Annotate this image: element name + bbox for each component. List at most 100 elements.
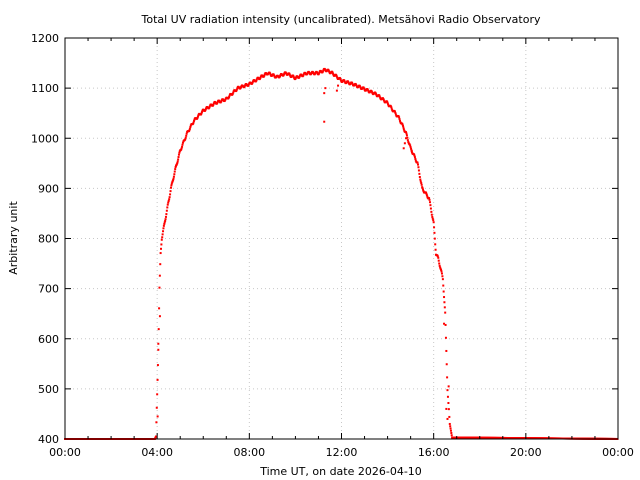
data-point xyxy=(208,106,211,109)
data-point xyxy=(247,83,250,86)
data-point xyxy=(155,435,158,438)
data-point xyxy=(240,86,243,89)
outlier-point xyxy=(445,407,448,410)
x-tick-label: 20:00 xyxy=(510,446,542,459)
x-tick-label: 16:00 xyxy=(418,446,450,459)
data-point xyxy=(339,77,342,80)
data-point xyxy=(156,378,159,381)
data-point xyxy=(442,290,445,293)
data-point xyxy=(164,219,167,222)
outlier-point xyxy=(446,417,449,420)
data-point xyxy=(432,221,435,224)
data-point xyxy=(378,95,381,98)
data-point xyxy=(374,92,377,95)
data-point xyxy=(418,175,421,178)
data-point xyxy=(172,177,175,180)
data-point xyxy=(164,215,167,218)
data-point xyxy=(434,243,437,246)
data-point xyxy=(339,78,342,81)
data-point xyxy=(402,126,405,129)
data-point xyxy=(235,89,238,92)
data-point xyxy=(331,71,334,74)
data-point xyxy=(155,406,158,409)
data-point xyxy=(156,364,159,367)
data-point xyxy=(204,108,207,111)
outlier-point xyxy=(335,89,338,92)
data-point xyxy=(340,79,343,82)
data-point xyxy=(263,74,266,77)
y-tick-label: 1000 xyxy=(31,132,59,145)
data-point xyxy=(446,376,449,379)
data-point xyxy=(428,198,431,201)
data-point xyxy=(302,74,305,77)
data-point xyxy=(283,73,286,76)
data-point xyxy=(439,267,442,270)
data-point xyxy=(398,118,401,121)
y-tick-label: 700 xyxy=(38,283,59,296)
data-point xyxy=(440,270,443,273)
data-point xyxy=(441,278,444,281)
data-point xyxy=(169,186,172,189)
data-point xyxy=(255,79,258,82)
data-point xyxy=(432,219,435,222)
data-point xyxy=(171,180,174,183)
data-point xyxy=(178,151,181,154)
data-point xyxy=(335,75,338,78)
data-point xyxy=(402,128,405,131)
data-point xyxy=(394,111,397,114)
data-point xyxy=(292,75,295,78)
data-point xyxy=(343,80,346,83)
data-point xyxy=(394,113,397,116)
data-point xyxy=(443,306,446,309)
data-point xyxy=(447,408,450,411)
data-point xyxy=(175,163,178,166)
data-point xyxy=(185,134,188,137)
data-point xyxy=(420,182,423,185)
data-point xyxy=(351,82,354,85)
data-point xyxy=(433,226,436,229)
data-point xyxy=(425,194,428,197)
data-point xyxy=(216,101,219,104)
data-point xyxy=(212,103,215,106)
data-point xyxy=(446,395,449,398)
data-point xyxy=(159,263,162,266)
data-point xyxy=(189,124,192,127)
data-point xyxy=(429,204,432,207)
data-point xyxy=(321,70,324,73)
data-point xyxy=(167,201,170,204)
data-point xyxy=(397,115,400,118)
data-point xyxy=(158,286,161,289)
data-point xyxy=(413,156,416,159)
data-point xyxy=(417,166,420,169)
data-point xyxy=(449,425,452,428)
outlier-point xyxy=(323,120,326,123)
outlier-point xyxy=(405,137,408,140)
data-point xyxy=(389,105,392,108)
data-point xyxy=(189,126,192,129)
data-point xyxy=(181,145,184,148)
data-point xyxy=(228,96,231,99)
data-point xyxy=(162,230,165,233)
data-point xyxy=(425,192,428,195)
data-point xyxy=(436,255,439,258)
data-point xyxy=(414,157,417,160)
outlier-point xyxy=(157,342,160,345)
data-point xyxy=(429,207,432,210)
data-point xyxy=(347,81,350,84)
data-point xyxy=(176,160,179,163)
data-point xyxy=(445,349,448,352)
data-point xyxy=(181,141,184,144)
data-point xyxy=(332,73,335,76)
data-point xyxy=(327,69,330,72)
data-point xyxy=(410,147,413,150)
outlier-point xyxy=(403,142,406,145)
data-point xyxy=(170,182,173,185)
data-point xyxy=(405,132,408,135)
outlier-point xyxy=(443,322,446,325)
data-point xyxy=(294,77,297,80)
data-point xyxy=(437,256,440,259)
y-tick-label: 1200 xyxy=(31,32,59,45)
data-point xyxy=(443,296,446,299)
data-point xyxy=(155,421,158,424)
data-point xyxy=(430,210,433,213)
